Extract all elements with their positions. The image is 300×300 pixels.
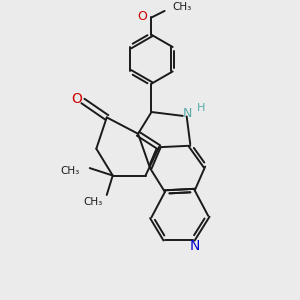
Text: H: H (196, 103, 205, 113)
Text: N: N (190, 239, 200, 253)
Text: N: N (183, 107, 193, 120)
Text: CH₃: CH₃ (172, 2, 192, 12)
Text: CH₃: CH₃ (61, 166, 80, 176)
Text: O: O (71, 92, 82, 106)
Text: O: O (137, 10, 147, 23)
Text: CH₃: CH₃ (83, 197, 102, 207)
